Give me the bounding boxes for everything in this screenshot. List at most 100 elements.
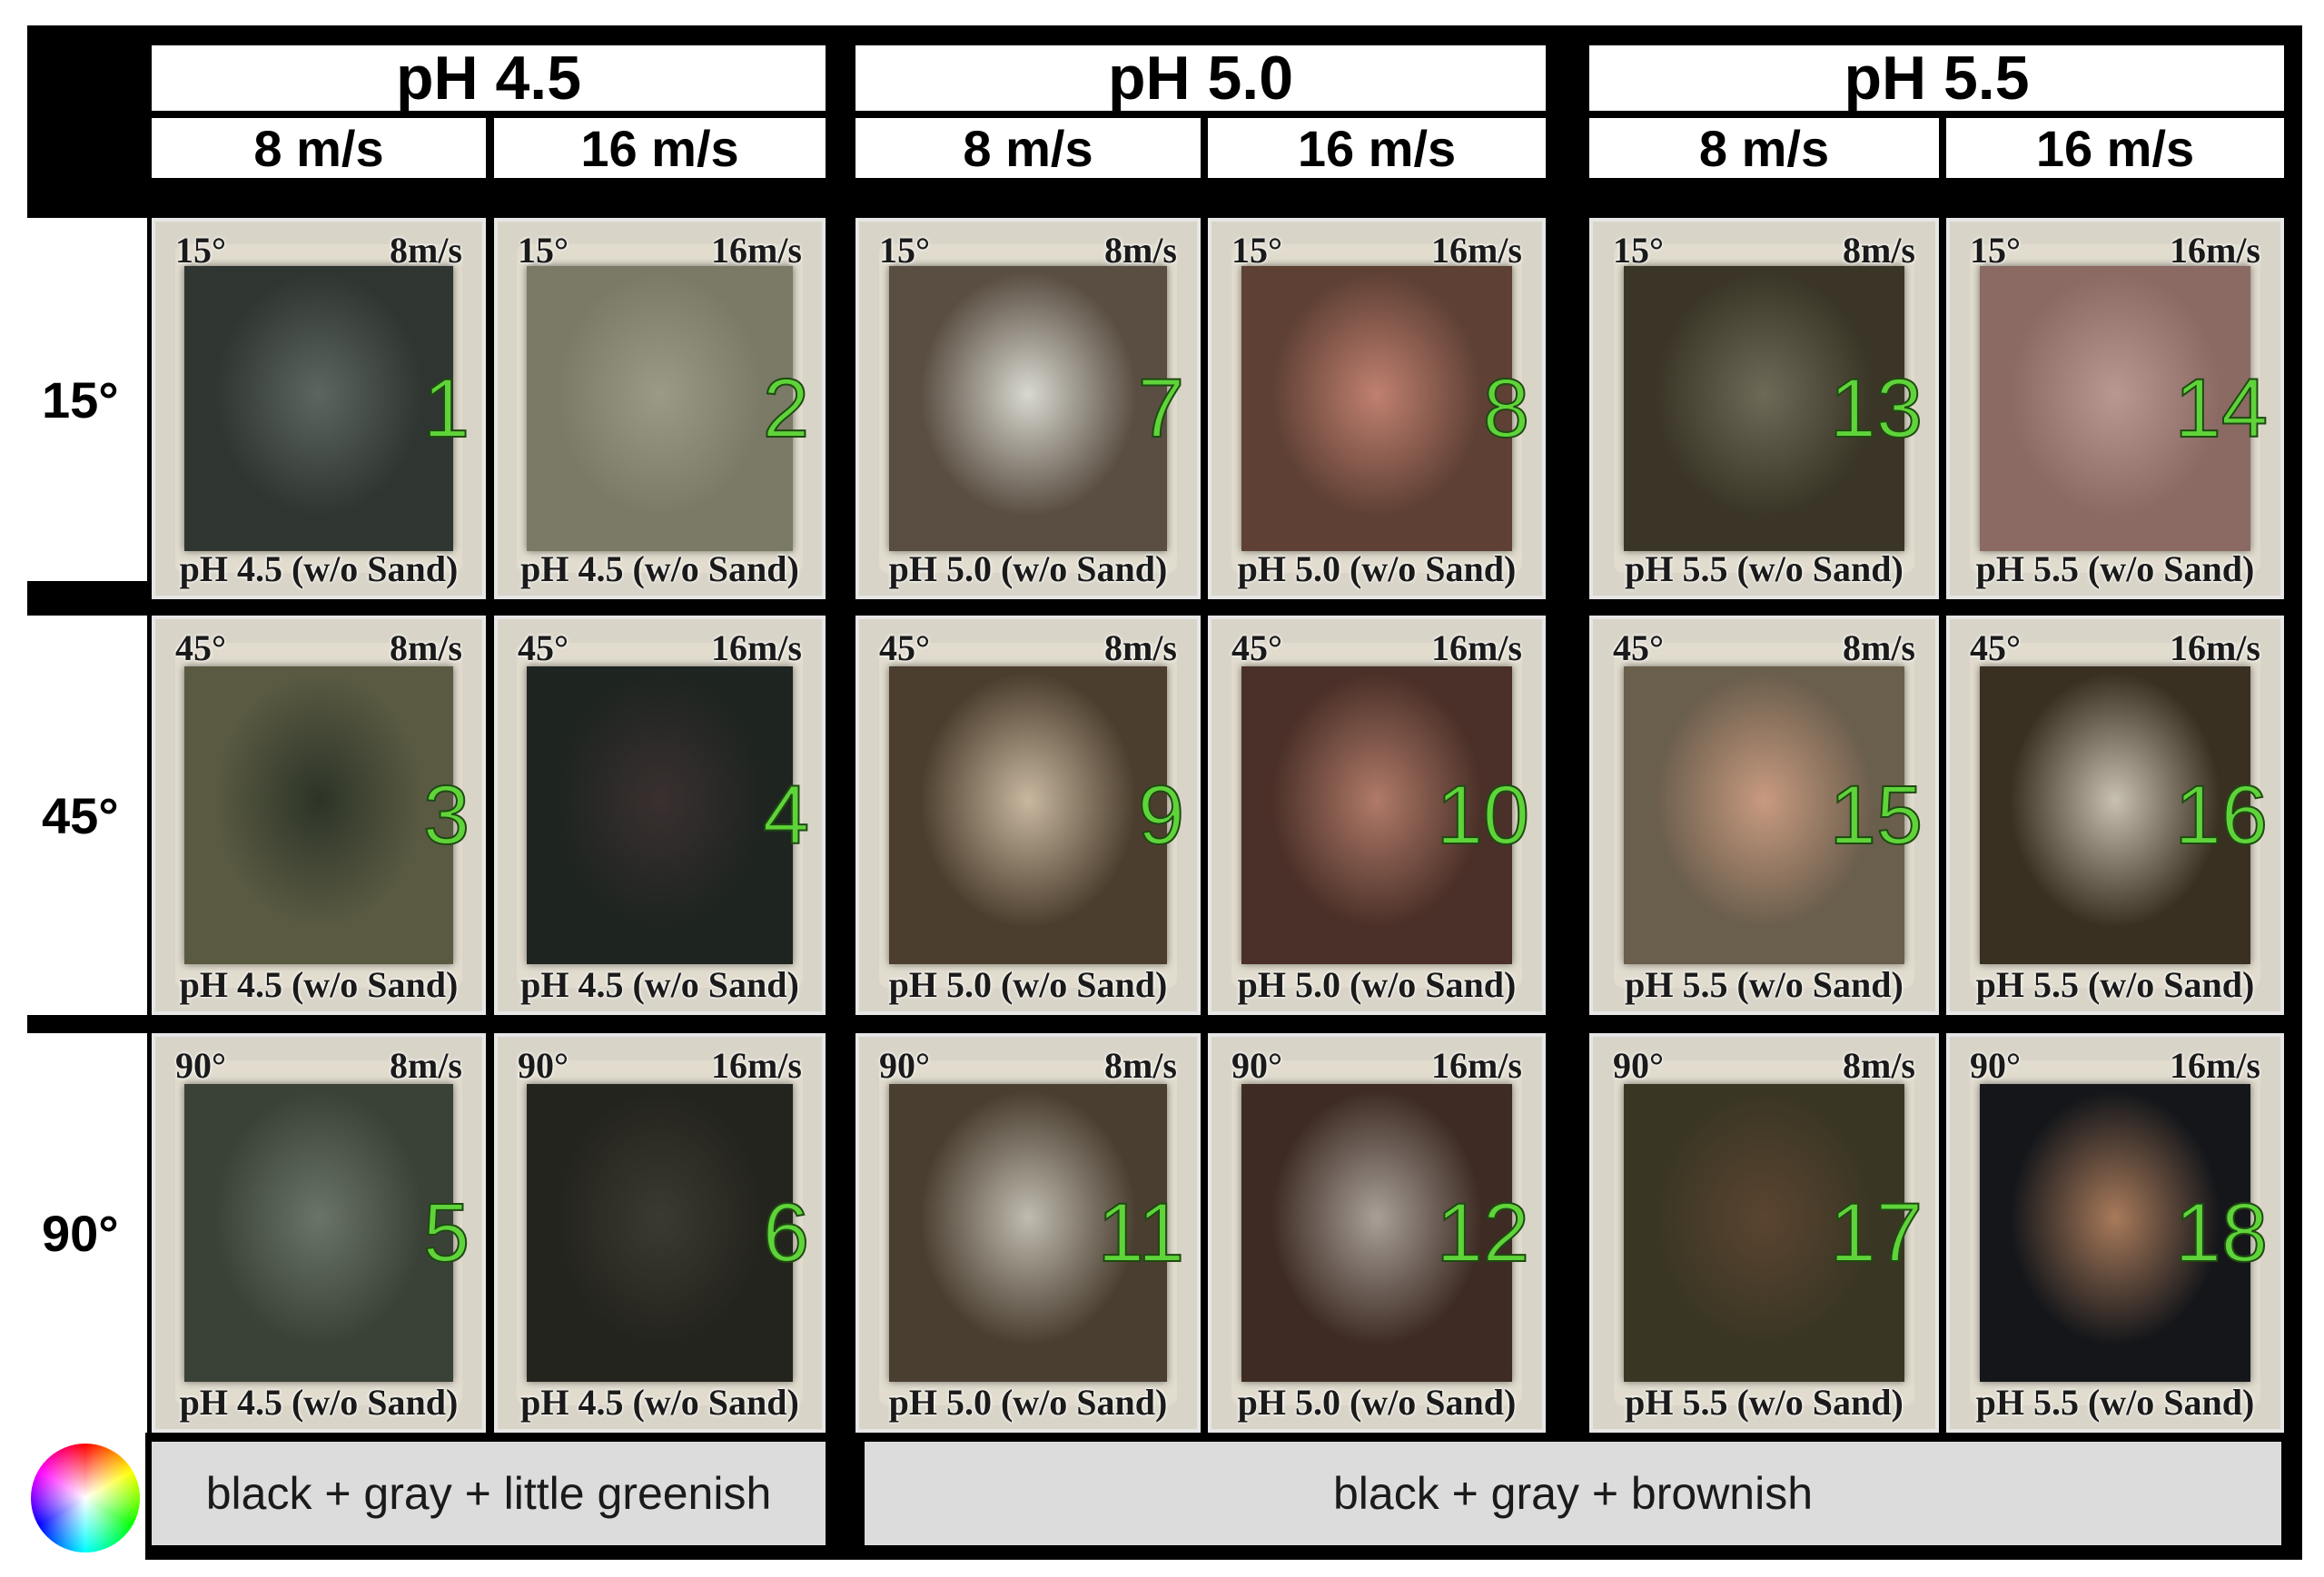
sample-number: 3 [422, 769, 470, 862]
sample-number: 18 [2174, 1187, 2269, 1279]
sample-speed-label: 16m/s [711, 627, 802, 668]
sample-speed-label: 8m/s [1843, 1045, 1915, 1086]
sample-speed-label: 8m/s [1104, 1045, 1177, 1086]
sample-speed-label: 8m/s [1843, 627, 1915, 668]
sample-cell: 45° 8m/s pH 4.5 (w/o Sand) 3 [152, 616, 486, 1015]
sample-angle-label: 45° [879, 627, 930, 668]
sample-photo: 15° 8m/s pH 5.5 (w/o Sand) 13 [1593, 222, 1935, 596]
sample-angle-label: 15° [1613, 230, 1664, 271]
sample-condition-label: pH 5.0 (w/o Sand) [888, 548, 1168, 589]
sample-angle-label: 45° [1231, 627, 1282, 668]
sample-speed-label: 16m/s [711, 230, 802, 271]
sample-number: 5 [422, 1187, 470, 1279]
sample-condition-label: pH 4.5 (w/o Sand) [179, 548, 459, 589]
sample-photo: 90° 16m/s pH 5.0 (w/o Sand) 12 [1211, 1037, 1542, 1429]
sample-number: 10 [1436, 769, 1530, 862]
sample-angle-label: 45° [175, 627, 226, 668]
sample-number: 12 [1436, 1187, 1530, 1279]
sample-condition-label: pH 4.5 (w/o Sand) [520, 964, 799, 1005]
sample-angle-label: 45° [518, 627, 569, 668]
sample-photo: 45° 16m/s pH 4.5 (w/o Sand) 4 [498, 619, 822, 1011]
sample-condition-label: pH 5.0 (w/o Sand) [888, 1382, 1168, 1423]
sample-cell: 45° 16m/s pH 4.5 (w/o Sand) 4 [494, 616, 826, 1015]
sample-photo: 15° 8m/s pH 4.5 (w/o Sand) 1 [155, 222, 482, 596]
color-wheel-box [27, 1433, 145, 1560]
sample-coupon [1623, 1083, 1905, 1383]
sample-photo: 45° 8m/s pH 4.5 (w/o Sand) 3 [155, 619, 482, 1011]
sample-coupon [1241, 665, 1513, 965]
sample-coupon [1241, 266, 1513, 551]
sample-condition-label: pH 5.5 (w/o Sand) [1975, 1382, 2255, 1423]
description-ph-5-0-5-5: black + gray + brownish [865, 1442, 2281, 1545]
sample-speed-label: 8m/s [1843, 230, 1915, 271]
sample-number: 6 [762, 1187, 810, 1279]
figure-frame: pH 4.5 pH 5.0 pH 5.5 8 m/s 16 m/s 8 m/s … [27, 25, 2302, 1560]
sample-coupon [889, 266, 1167, 551]
sample-coupon [1623, 665, 1905, 965]
sample-photo: 45° 8m/s pH 5.0 (w/o Sand) 9 [859, 619, 1197, 1011]
sample-angle-label: 90° [518, 1045, 569, 1086]
sample-condition-label: pH 5.0 (w/o Sand) [1237, 1382, 1517, 1423]
sample-angle-label: 90° [1970, 1045, 2021, 1086]
sample-photo: 90° 8m/s pH 4.5 (w/o Sand) 5 [155, 1037, 482, 1429]
sample-cell: 45° 16m/s pH 5.0 (w/o Sand) 10 [1208, 616, 1546, 1015]
sample-cell: 90° 16m/s pH 5.5 (w/o Sand) 18 [1946, 1033, 2284, 1433]
sample-coupon [1979, 266, 2251, 551]
sample-speed-label: 16m/s [2170, 627, 2260, 668]
sample-cell: 45° 8m/s pH 5.5 (w/o Sand) 15 [1589, 616, 1939, 1015]
sample-condition-label: pH 4.5 (w/o Sand) [520, 1382, 799, 1423]
sample-condition-label: pH 5.0 (w/o Sand) [1237, 548, 1517, 589]
sample-angle-label: 15° [1231, 230, 1282, 271]
sample-cell: 90° 8m/s pH 5.0 (w/o Sand) 11 [855, 1033, 1201, 1433]
sample-number: 16 [2174, 769, 2269, 862]
sample-speed-label: 16m/s [1431, 627, 1522, 668]
row-header-15: 15° [27, 218, 147, 581]
speed-header-4-5-8: 8 m/s [152, 118, 486, 178]
sample-cell: 90° 16m/s pH 4.5 (w/o Sand) 6 [494, 1033, 826, 1433]
sample-coupon [527, 266, 793, 551]
sample-cell: 15° 8m/s pH 5.5 (w/o Sand) 13 [1589, 218, 1939, 599]
sample-photo: 15° 16m/s pH 4.5 (w/o Sand) 2 [498, 222, 822, 596]
sample-angle-label: 15° [879, 230, 930, 271]
sample-number: 2 [762, 362, 810, 455]
sample-cell: 15° 16m/s pH 5.0 (w/o Sand) 8 [1208, 218, 1546, 599]
sample-condition-label: pH 5.5 (w/o Sand) [1625, 964, 1904, 1005]
row-header-90: 90° [27, 1033, 147, 1433]
sample-condition-label: pH 5.5 (w/o Sand) [1975, 548, 2255, 589]
sample-number: 13 [1829, 362, 1923, 455]
row-header-45: 45° [27, 616, 147, 1015]
sample-photo: 45° 16m/s pH 5.0 (w/o Sand) 10 [1211, 619, 1542, 1011]
sample-coupon [1623, 266, 1905, 551]
sample-photo: 45° 16m/s pH 5.5 (w/o Sand) 16 [1950, 619, 2280, 1011]
sample-number: 4 [762, 769, 810, 862]
sample-cell: 15° 8m/s pH 4.5 (w/o Sand) 1 [152, 218, 486, 599]
sample-angle-label: 45° [1613, 627, 1664, 668]
sample-number: 7 [1137, 362, 1185, 455]
sample-speed-label: 8m/s [390, 627, 462, 668]
sample-coupon [889, 1083, 1167, 1383]
sample-photo: 90° 16m/s pH 4.5 (w/o Sand) 6 [498, 1037, 822, 1429]
sample-photo: 90° 16m/s pH 5.5 (w/o Sand) 18 [1950, 1037, 2280, 1429]
sample-coupon [527, 665, 793, 965]
sample-coupon [1979, 665, 2251, 965]
sample-angle-label: 15° [518, 230, 569, 271]
sample-coupon [1241, 1083, 1513, 1383]
speed-header-5-5-16: 16 m/s [1946, 118, 2284, 178]
sample-speed-label: 16m/s [711, 1045, 802, 1086]
sample-condition-label: pH 5.5 (w/o Sand) [1625, 548, 1904, 589]
sample-cell: 45° 16m/s pH 5.5 (w/o Sand) 16 [1946, 616, 2284, 1015]
sample-number: 17 [1829, 1187, 1923, 1279]
sample-cell: 15° 8m/s pH 5.0 (w/o Sand) 7 [855, 218, 1201, 599]
sample-photo: 90° 8m/s pH 5.5 (w/o Sand) 17 [1593, 1037, 1935, 1429]
sample-photo: 15° 16m/s pH 5.0 (w/o Sand) 8 [1211, 222, 1542, 596]
sample-condition-label: pH 5.5 (w/o Sand) [1975, 964, 2255, 1005]
speed-header-5-5-8: 8 m/s [1589, 118, 1939, 178]
sample-number: 1 [422, 362, 470, 455]
sample-cell: 45° 8m/s pH 5.0 (w/o Sand) 9 [855, 616, 1201, 1015]
sample-speed-label: 8m/s [390, 1045, 462, 1086]
description-ph-4-5: black + gray + little greenish [152, 1442, 826, 1545]
ph-header-5-5: pH 5.5 [1589, 44, 2284, 113]
ph-header-4-5: pH 4.5 [152, 44, 826, 113]
sample-angle-label: 90° [1231, 1045, 1282, 1086]
sample-cell: 15° 16m/s pH 4.5 (w/o Sand) 2 [494, 218, 826, 599]
